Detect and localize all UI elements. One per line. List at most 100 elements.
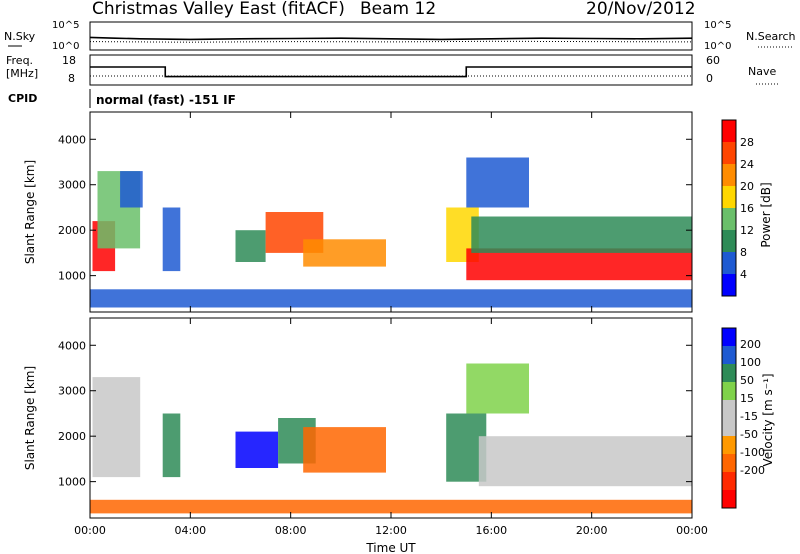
power-panel: 1000 2000 3000 4000 Slant Range [km] 4 8 12 16… bbox=[23, 111, 773, 313]
velocity-cbar-tick-6: -100 bbox=[740, 446, 765, 459]
freq-lines bbox=[90, 66, 692, 78]
echo-region-2 bbox=[120, 171, 143, 208]
nsky-tick-bottom: 10^0 bbox=[52, 41, 79, 52]
time-xlabel: Time UT bbox=[365, 541, 416, 554]
echo-region-2 bbox=[235, 431, 279, 468]
power-colorbar-frame bbox=[721, 119, 737, 297]
power-colorbar-label: Power [dB] bbox=[759, 182, 773, 247]
xtick-label-0: 00:00 bbox=[74, 524, 106, 537]
ytick-label-3000: 3000 bbox=[58, 179, 86, 192]
velocity-swatch-0 bbox=[722, 328, 736, 346]
echo-region-0 bbox=[92, 377, 141, 478]
echo-region-7 bbox=[466, 363, 529, 414]
power-cbar-tick-12: 12 bbox=[740, 224, 754, 237]
echo-region-6 bbox=[478, 436, 692, 487]
date-title: 20/Nov/2012 bbox=[586, 0, 696, 19]
echo-region-10 bbox=[466, 157, 529, 208]
echo-region-8 bbox=[90, 499, 692, 514]
velocity-cbar-tick-3: 15 bbox=[740, 392, 754, 405]
ytick-label-2000: 2000 bbox=[58, 224, 86, 237]
power-yaxis: 1000 2000 3000 4000 bbox=[58, 112, 693, 312]
ytick-label-2000: 2000 bbox=[58, 430, 86, 443]
velocity-yaxis: 1000 2000 3000 4000 bbox=[58, 318, 693, 518]
series-n-sky bbox=[89, 36, 693, 41]
freq-unit: [MHz] bbox=[6, 67, 38, 80]
cpid-panel: CPID normal (fast) -151 IF bbox=[8, 89, 236, 108]
echo-region-9 bbox=[471, 216, 692, 253]
power-swatch-4 bbox=[722, 186, 736, 208]
nsky-tick-top: 10^5 bbox=[52, 20, 79, 31]
ytick-label-1000: 1000 bbox=[58, 476, 86, 489]
power-cbar-tick-24: 24 bbox=[740, 158, 754, 171]
power-swatch-7 bbox=[722, 120, 736, 142]
velocity-swatch-8 bbox=[722, 472, 736, 490]
nave-tick-top: 60 bbox=[706, 54, 720, 67]
power-data bbox=[90, 157, 693, 308]
xtick-label-2: 08:00 bbox=[275, 524, 307, 537]
velocity-colorbar-frame bbox=[721, 327, 737, 509]
velocity-ylabel: Slant Range [km] bbox=[23, 366, 37, 470]
ytick-label-4000: 4000 bbox=[58, 339, 86, 352]
series-n-search bbox=[89, 40, 693, 43]
velocity-cbar-tick-2: 50 bbox=[740, 374, 754, 387]
cpid-text: normal (fast) -151 IF bbox=[96, 93, 236, 107]
power-cbar-tick-20: 20 bbox=[740, 180, 754, 193]
velocity-cbar-tick-4: -15 bbox=[740, 410, 758, 423]
cpid-label: CPID bbox=[8, 92, 37, 105]
xtick-label-1: 04:00 bbox=[174, 524, 206, 537]
echo-region-4 bbox=[303, 427, 386, 473]
velocity-swatch-2 bbox=[722, 364, 736, 382]
velocity-swatch-7 bbox=[722, 454, 736, 472]
xtick-label-4: 16:00 bbox=[475, 524, 507, 537]
ytick-label-4000: 4000 bbox=[58, 133, 86, 146]
power-swatch-2 bbox=[722, 230, 736, 252]
freq-tick-top: 18 bbox=[62, 54, 76, 67]
velocity-swatch-1 bbox=[722, 346, 736, 364]
velocity-swatch-3 bbox=[722, 382, 736, 400]
ytick-label-1000: 1000 bbox=[58, 270, 86, 283]
nsky-label: N.Sky bbox=[4, 30, 36, 43]
station-title: Christmas Valley East (fitACF) bbox=[92, 0, 345, 19]
power-cbar-tick-16: 16 bbox=[740, 202, 754, 215]
series-freq- bbox=[90, 66, 692, 78]
xtick-label-3: 12:00 bbox=[375, 524, 407, 537]
echo-region-11 bbox=[90, 289, 692, 308]
echo-region-1 bbox=[162, 413, 181, 478]
velocity-colorbar-label: Velocity [m s⁻¹] bbox=[761, 373, 775, 466]
power-swatch-3 bbox=[722, 208, 736, 230]
freq-panel: Freq. [MHz] 18 8 60 0 Nave bbox=[6, 54, 778, 86]
echo-region-4 bbox=[235, 230, 266, 262]
nave-tick-bottom: 0 bbox=[706, 72, 713, 85]
freq-tick-bottom: 8 bbox=[68, 72, 75, 85]
power-cbar-tick-4: 4 bbox=[740, 268, 747, 281]
xtick-label-6: 00:00 bbox=[676, 524, 708, 537]
power-swatch-5 bbox=[722, 164, 736, 186]
echo-region-8 bbox=[466, 248, 693, 281]
velocity-cbar-tick-5: -50 bbox=[740, 428, 758, 441]
beam-title: Beam 12 bbox=[360, 0, 436, 19]
nsky-frame bbox=[89, 21, 693, 51]
velocity-cbar-tick-0: 200 bbox=[740, 338, 761, 351]
freq-label: Freq. bbox=[6, 54, 33, 67]
nave-label: Nave bbox=[748, 65, 776, 78]
time-xaxis: 00:00 04:00 08:00 12:00 16:00 20:00 00:00 bbox=[74, 524, 708, 537]
power-cbar-tick-28: 28 bbox=[740, 136, 754, 149]
power-swatch-1 bbox=[722, 252, 736, 274]
nsearch-label: N.Search bbox=[746, 30, 796, 43]
nsearch-tick-top: 10^5 bbox=[704, 20, 731, 31]
freq-frame bbox=[89, 54, 693, 86]
echo-region-3 bbox=[162, 207, 181, 272]
velocity-cbar-tick-7: -200 bbox=[740, 464, 765, 477]
ytick-label-3000: 3000 bbox=[58, 385, 86, 398]
power-colorbar: 4 8 12 16 20 24 28 bbox=[721, 119, 754, 297]
velocity-colorbar: 200 100 50 15 -15 -50 -100 -200 bbox=[721, 327, 765, 509]
power-swatch-6 bbox=[722, 142, 736, 164]
velocity-swatch-4 bbox=[722, 400, 736, 418]
velocity-cbar-tick-1: 100 bbox=[740, 356, 761, 369]
velocity-swatch-6 bbox=[722, 436, 736, 454]
power-swatch-0 bbox=[722, 274, 736, 296]
xtick-label-5: 20:00 bbox=[576, 524, 608, 537]
nsearch-tick-bottom: 10^0 bbox=[704, 41, 731, 52]
